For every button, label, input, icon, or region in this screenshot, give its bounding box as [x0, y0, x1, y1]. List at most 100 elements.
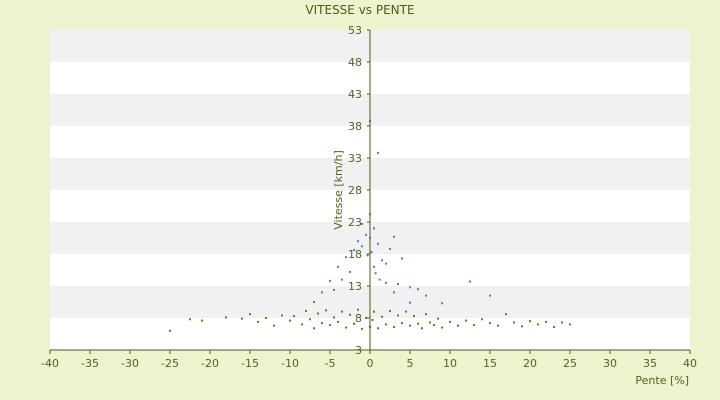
x-tick-label: 25	[563, 357, 577, 370]
data-point	[293, 315, 295, 318]
data-point	[337, 320, 339, 323]
data-point	[489, 294, 491, 297]
data-point	[569, 323, 571, 326]
data-point	[441, 326, 443, 329]
y-tick-label: 8	[355, 312, 362, 325]
y-tick-label: 3	[355, 344, 362, 357]
x-tick-label: 30	[603, 357, 617, 370]
data-point	[529, 320, 531, 323]
data-point	[361, 245, 363, 248]
data-point	[473, 324, 475, 327]
data-point	[405, 310, 407, 313]
data-point	[433, 324, 435, 327]
data-point	[249, 313, 251, 316]
x-tick-label: 5	[407, 357, 414, 370]
x-tick-label: -20	[201, 357, 219, 370]
data-point	[365, 317, 367, 319]
data-point	[333, 316, 335, 319]
data-point	[377, 327, 379, 330]
data-point	[389, 309, 391, 312]
x-axis-label: Pente [%]	[635, 374, 689, 387]
data-point	[341, 310, 343, 313]
y-tick-label: 48	[348, 56, 362, 69]
data-point	[361, 222, 363, 225]
data-point	[413, 315, 415, 318]
data-point	[425, 313, 427, 316]
data-point	[553, 325, 555, 328]
data-point	[449, 320, 451, 323]
data-point	[313, 301, 315, 303]
data-point	[545, 320, 547, 323]
data-point	[409, 324, 411, 327]
y-tick-label: 43	[348, 88, 362, 101]
x-tick-label: 10	[443, 357, 457, 370]
data-point	[361, 327, 363, 330]
data-point	[373, 227, 375, 230]
x-tick-label: 15	[483, 357, 497, 370]
data-point	[397, 283, 399, 286]
data-point	[505, 313, 507, 316]
data-point	[281, 314, 283, 317]
data-point	[189, 318, 191, 321]
data-point	[257, 320, 259, 323]
data-point	[393, 291, 395, 294]
data-point	[385, 281, 387, 284]
data-point	[481, 318, 483, 321]
y-tick-label: 13	[348, 280, 362, 293]
data-point	[325, 309, 327, 312]
data-point	[389, 247, 391, 250]
data-point	[465, 319, 467, 322]
data-point	[397, 314, 399, 317]
data-point	[313, 327, 315, 330]
x-tick-label: -10	[281, 357, 299, 370]
data-point	[289, 319, 291, 322]
data-point	[401, 257, 403, 260]
data-point	[377, 151, 379, 154]
data-point	[321, 291, 323, 294]
data-point	[374, 272, 377, 275]
data-point	[373, 265, 375, 268]
data-point	[371, 318, 374, 321]
data-point	[497, 324, 499, 327]
data-point	[381, 315, 383, 318]
data-point	[353, 322, 355, 325]
data-point	[370, 251, 373, 254]
data-point	[537, 323, 539, 326]
data-point	[353, 249, 355, 252]
data-point	[345, 256, 347, 259]
data-point	[381, 259, 383, 262]
x-tick-label: -30	[121, 357, 139, 370]
x-tick-labels: -40 -35 -30 -25 -20 -15 -10 -5 0 5 10 15 20 25 30 35 40	[41, 350, 697, 370]
data-point	[393, 325, 395, 328]
data-point	[521, 325, 523, 328]
data-point	[201, 319, 203, 322]
data-point	[241, 317, 243, 320]
data-point	[425, 294, 427, 297]
data-point	[169, 329, 171, 332]
data-point	[378, 278, 381, 281]
data-point	[357, 240, 359, 243]
data-point	[457, 324, 459, 327]
data-point	[385, 262, 387, 265]
data-point	[513, 321, 515, 324]
data-point	[409, 286, 411, 289]
data-point	[309, 318, 311, 321]
data-point	[373, 310, 375, 313]
data-point	[225, 316, 227, 319]
y-axis-label: Vitesse [km/h]	[332, 150, 345, 230]
data-point	[265, 317, 267, 319]
x-tick-label: -40	[41, 357, 59, 370]
data-point	[421, 327, 423, 330]
data-point	[329, 324, 331, 327]
x-tick-label: -35	[81, 357, 99, 370]
x-tick-label: -25	[161, 357, 179, 370]
data-point	[357, 308, 359, 311]
data-point	[273, 324, 275, 327]
y-tick-label: 33	[348, 152, 362, 165]
x-tick-label: -5	[325, 357, 336, 370]
data-point	[365, 233, 367, 236]
data-point	[437, 317, 439, 320]
